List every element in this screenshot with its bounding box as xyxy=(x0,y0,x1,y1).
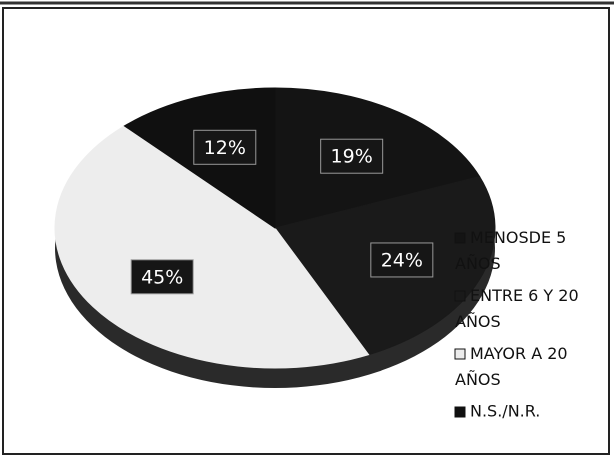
data-label: 12% xyxy=(204,137,246,159)
data-label: 24% xyxy=(381,249,423,271)
data-label: 45% xyxy=(141,266,183,288)
data-label-box xyxy=(130,259,194,295)
legend-label: MAYOR A 20 AÑOS xyxy=(455,344,568,389)
legend-label: ENTRE 6 Y 20 AÑOS xyxy=(455,286,579,331)
data-label-box xyxy=(193,129,257,165)
data-label-box xyxy=(370,242,434,278)
legend-label: MENOSDE 5 AÑOS xyxy=(455,228,566,273)
pie-slice xyxy=(54,125,370,369)
chart-frame xyxy=(2,7,610,455)
data-label: 19% xyxy=(331,146,373,168)
legend-swatch xyxy=(454,348,466,360)
data-label-box xyxy=(320,138,384,174)
legend-swatch xyxy=(454,406,466,418)
legend-label: N.S./N.R. xyxy=(470,402,540,421)
legend-swatch xyxy=(454,232,466,244)
legend-swatch xyxy=(454,290,466,302)
